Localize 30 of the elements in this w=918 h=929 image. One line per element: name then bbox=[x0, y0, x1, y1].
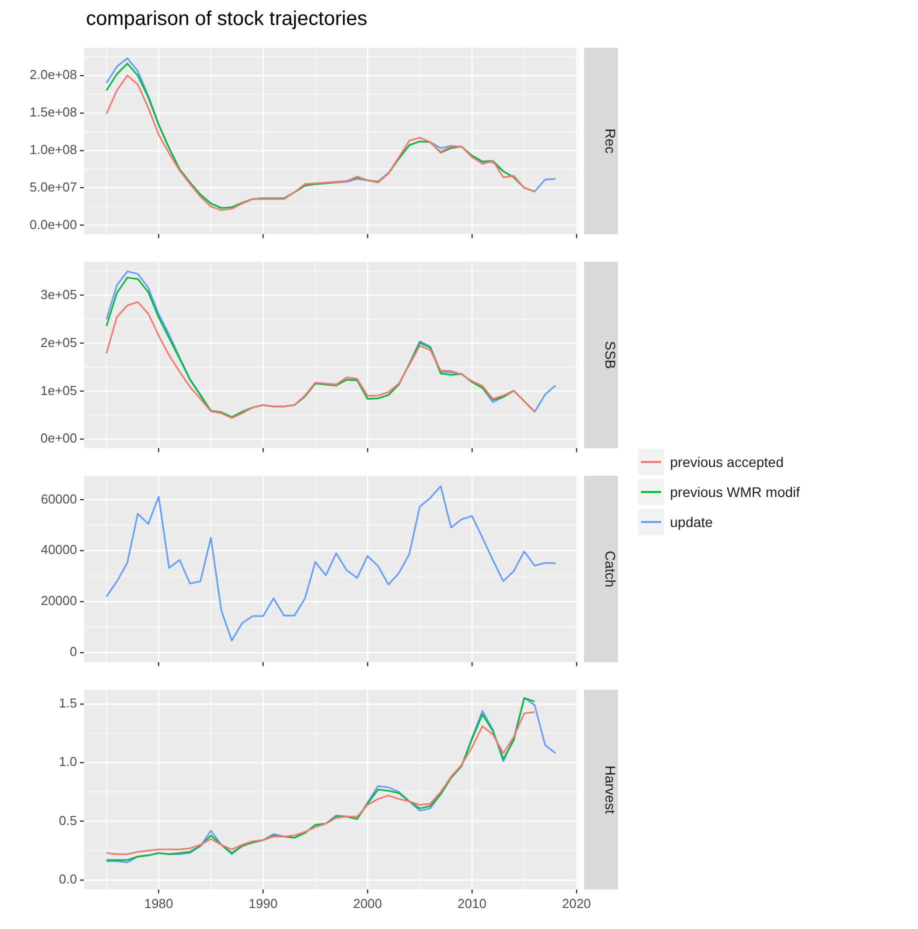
y-tick-label: 1.0e+08 bbox=[30, 142, 77, 157]
chart-title: comparison of stock trajectories bbox=[86, 8, 368, 31]
y-tick-label: 5.0e+07 bbox=[30, 179, 77, 194]
y-tick-label: 60000 bbox=[40, 491, 77, 506]
y-tick-label: 0.5 bbox=[58, 812, 77, 828]
y-tick-label: 1e+05 bbox=[40, 382, 77, 398]
y-tick-label: 1.5e+08 bbox=[30, 104, 77, 120]
legend-label: previous WMR modif bbox=[670, 484, 800, 500]
x-tick-label: 1980 bbox=[144, 896, 174, 911]
y2-axis-title: SSB bbox=[602, 340, 619, 370]
y-tick-label: 0.0e+00 bbox=[30, 216, 77, 232]
y2-axis-title: Catch bbox=[602, 550, 619, 588]
y-tick-label: 0 bbox=[70, 644, 77, 660]
y-tick-label: 1.5 bbox=[58, 695, 77, 710]
y-tick-label: 0e+00 bbox=[40, 430, 77, 446]
y-tick-label: 1.0 bbox=[58, 754, 77, 770]
x-tick-label: 2010 bbox=[458, 896, 486, 911]
y-tick-label: 2.0e+08 bbox=[30, 67, 77, 82]
x-tick-label: 2020 bbox=[562, 896, 591, 911]
y2-axis-title: Rec bbox=[602, 128, 619, 154]
y-tick-label: 20000 bbox=[40, 593, 77, 608]
y2-axis-title: Harvest bbox=[602, 765, 619, 814]
legend-label: previous accepted bbox=[670, 454, 784, 470]
x-tick-label: 2000 bbox=[353, 896, 382, 911]
legend-label: update bbox=[670, 514, 713, 530]
y-tick-label: 2e+05 bbox=[40, 334, 77, 350]
y-tick-label: 0.0 bbox=[58, 872, 77, 887]
x-tick-label: 1990 bbox=[248, 896, 278, 911]
y-tick-label: 3e+05 bbox=[40, 286, 77, 302]
y-tick-label: 40000 bbox=[40, 542, 77, 558]
